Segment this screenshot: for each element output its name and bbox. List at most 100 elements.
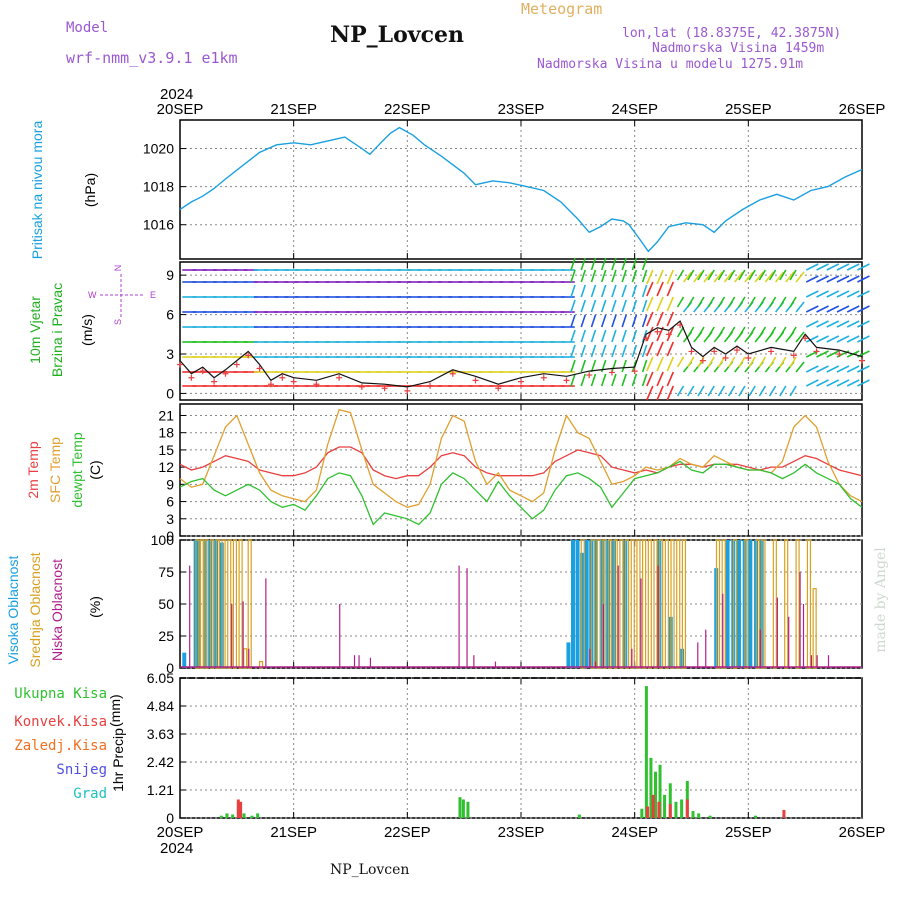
cloud-bar-low <box>816 655 818 668</box>
wind-gust-mark <box>336 374 343 381</box>
wind-barb <box>641 329 648 343</box>
precip-bar-0 <box>225 813 229 818</box>
cloud-bar-mid <box>806 539 812 669</box>
wind-barb <box>748 385 756 397</box>
wind-barb <box>590 329 597 343</box>
precip-axis-title: 1hr Precip <box>110 728 126 792</box>
wind-barb <box>687 326 695 338</box>
wind-gust-mark <box>654 328 661 335</box>
cloud-bar-low <box>788 616 790 668</box>
wind-barb <box>580 359 587 373</box>
wind-barb <box>697 296 705 308</box>
cloud-bar-mid <box>659 539 664 669</box>
wind-barb <box>707 296 715 308</box>
wind-barb <box>600 284 607 298</box>
cloud-bar-mid <box>204 539 209 669</box>
precip-bar-0 <box>674 801 678 818</box>
wind-barb <box>570 359 576 373</box>
cloud-bar-mid <box>195 539 200 669</box>
wind-barb <box>611 269 617 283</box>
cloud-bar-mid <box>772 539 777 669</box>
cloud-bar-high <box>736 540 741 668</box>
wind-barb <box>764 271 775 283</box>
wind-barb <box>570 314 576 328</box>
wind-barb <box>754 271 764 283</box>
wind-barb <box>789 296 797 308</box>
precip-bar-1 <box>668 804 672 818</box>
cloud-bar-mid <box>812 588 817 669</box>
wind-barb <box>728 385 736 397</box>
cloud-bar-mid <box>670 539 675 669</box>
precip-bar-0 <box>653 771 657 818</box>
cloud-bar-low <box>705 629 707 668</box>
wind-barb <box>687 356 695 368</box>
wind-barb <box>590 344 597 358</box>
date-label-top: 21SEP <box>270 101 317 118</box>
wind-barb <box>656 356 664 372</box>
wind-barb <box>758 356 767 368</box>
cloud-bar-mid <box>232 539 238 669</box>
cloud-bar-mid <box>795 539 800 669</box>
wind-barb <box>580 284 587 298</box>
wind-barb <box>611 359 617 373</box>
cloud-bar-mid <box>784 539 789 669</box>
cloud-bar-low <box>617 565 619 668</box>
wind-barb <box>748 269 756 281</box>
wind-barb <box>600 269 607 283</box>
wind-barb <box>744 271 754 283</box>
cloud-bar-low <box>640 578 642 668</box>
wind-barb <box>611 329 617 343</box>
wind-speed-line <box>179 320 863 388</box>
wind-barb <box>666 371 675 387</box>
cloud-bar-low <box>697 642 699 668</box>
wind-barb <box>631 257 638 271</box>
wind-barb <box>590 373 597 387</box>
wind-barb <box>641 344 648 358</box>
wind-barb <box>774 271 785 283</box>
model-label: Model <box>66 20 109 36</box>
wind-barb <box>631 314 638 328</box>
wind-gust-mark <box>267 381 274 388</box>
cloud-bar-mid <box>238 539 243 669</box>
wind-barb <box>707 356 715 368</box>
wind-barb <box>816 335 829 343</box>
wind-barb <box>857 320 870 328</box>
precip-bar-1 <box>239 801 243 818</box>
wind-barb <box>805 379 819 387</box>
wind-barb <box>611 284 617 298</box>
wind-barb <box>816 305 829 313</box>
precip-bar-0 <box>250 815 254 818</box>
wind-gust-mark <box>688 348 695 355</box>
wind-barb <box>826 379 840 387</box>
wind-gust-mark <box>608 369 615 376</box>
wind-barb <box>816 350 829 358</box>
wind-barb <box>805 275 819 283</box>
cloud-bar-mid <box>243 648 248 669</box>
cloud-ytick-label: 25 <box>158 628 174 644</box>
compass-e: E <box>150 290 156 300</box>
wind-gust-mark <box>836 351 843 358</box>
cloud-bar-mid <box>624 539 630 669</box>
wind-barb <box>590 284 597 298</box>
wind-gust-mark <box>643 335 650 342</box>
wind-barb <box>676 296 685 308</box>
cloud-bar-low <box>594 661 597 668</box>
wind-barb <box>779 326 787 338</box>
cloud-bar-mid <box>247 539 252 669</box>
wind-barb <box>656 311 664 327</box>
wind-barb <box>693 271 703 283</box>
cloud-bar-mid <box>619 539 624 669</box>
date-label-top: 20SEP <box>157 101 204 118</box>
wind-barb <box>758 326 767 338</box>
cloud-bar-low <box>799 572 801 668</box>
wind-barb <box>857 365 870 373</box>
cloud-ytick-label: 75 <box>158 564 174 580</box>
wind-barb <box>846 335 860 343</box>
wind-barb <box>621 344 627 358</box>
temp-ytick-label: 21 <box>158 407 174 423</box>
wind-gust-mark <box>211 378 218 385</box>
wind-barb <box>611 314 617 328</box>
cloud-bar-low <box>494 661 497 668</box>
pressure-ytick-label: 1016 <box>143 217 174 233</box>
cloud-ytick-label: 50 <box>158 596 174 612</box>
